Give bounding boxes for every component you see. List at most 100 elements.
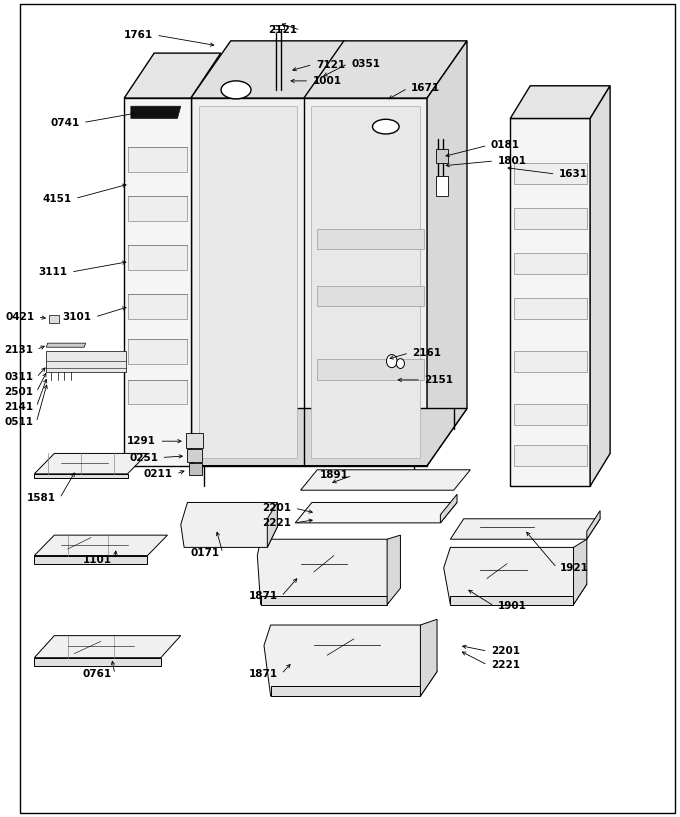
Polygon shape	[191, 408, 467, 466]
Bar	[513, 404, 587, 425]
Bar	[437, 176, 448, 196]
Text: 1001: 1001	[313, 76, 341, 86]
Bar	[513, 445, 587, 466]
Circle shape	[386, 355, 397, 368]
Polygon shape	[387, 535, 401, 605]
Polygon shape	[124, 53, 221, 98]
Polygon shape	[587, 511, 600, 539]
Text: 3101: 3101	[63, 312, 92, 322]
Polygon shape	[427, 41, 467, 466]
Polygon shape	[510, 118, 590, 486]
Ellipse shape	[221, 81, 251, 99]
Text: 2201: 2201	[491, 646, 520, 656]
Polygon shape	[590, 86, 610, 486]
Bar	[49, 315, 59, 323]
Polygon shape	[420, 619, 437, 696]
Text: 0741: 0741	[50, 118, 80, 127]
Bar	[186, 433, 203, 448]
Polygon shape	[295, 502, 457, 523]
Text: 1801: 1801	[498, 156, 526, 166]
Polygon shape	[271, 686, 420, 696]
Bar	[513, 253, 587, 274]
Text: 1671: 1671	[411, 83, 440, 93]
Bar	[513, 208, 587, 229]
Text: 0181: 0181	[491, 141, 520, 150]
Polygon shape	[573, 539, 587, 605]
Bar	[128, 294, 188, 319]
Polygon shape	[34, 658, 160, 666]
Text: 2121: 2121	[269, 25, 297, 35]
Polygon shape	[260, 596, 387, 605]
Text: 1871: 1871	[249, 592, 278, 601]
Polygon shape	[199, 106, 297, 458]
Text: 2141: 2141	[4, 402, 33, 412]
Text: 1631: 1631	[559, 169, 588, 179]
Polygon shape	[34, 535, 167, 556]
Polygon shape	[301, 470, 471, 490]
Polygon shape	[450, 596, 573, 605]
Polygon shape	[441, 494, 457, 523]
Polygon shape	[191, 41, 467, 98]
Polygon shape	[131, 106, 181, 118]
Text: 2161: 2161	[412, 348, 441, 358]
Polygon shape	[34, 453, 148, 474]
Bar	[513, 163, 587, 184]
Bar	[318, 229, 424, 249]
Text: 1921: 1921	[560, 563, 589, 573]
Text: 1581: 1581	[27, 493, 56, 503]
Text: 1901: 1901	[498, 601, 526, 611]
Bar	[128, 147, 188, 172]
Text: 0211: 0211	[143, 469, 173, 479]
Bar	[318, 286, 424, 306]
Polygon shape	[311, 106, 420, 458]
Bar	[513, 351, 587, 372]
Polygon shape	[46, 343, 86, 347]
Text: 2131: 2131	[4, 345, 33, 355]
Polygon shape	[267, 502, 277, 547]
Polygon shape	[264, 625, 437, 696]
Ellipse shape	[373, 119, 399, 134]
Bar	[128, 339, 188, 364]
Text: 2151: 2151	[424, 375, 454, 385]
Polygon shape	[444, 547, 587, 605]
Polygon shape	[257, 539, 401, 605]
Polygon shape	[34, 556, 148, 564]
Bar	[189, 463, 202, 475]
Text: 0511: 0511	[4, 417, 33, 427]
Bar	[128, 380, 188, 404]
Circle shape	[396, 359, 405, 368]
Text: 1291: 1291	[127, 436, 156, 446]
Bar	[318, 359, 424, 380]
Polygon shape	[124, 98, 191, 466]
Text: 0351: 0351	[351, 59, 380, 69]
Polygon shape	[34, 636, 181, 658]
Text: 1871: 1871	[249, 669, 278, 679]
Bar	[128, 196, 188, 221]
Polygon shape	[274, 25, 284, 29]
Polygon shape	[510, 86, 610, 118]
Polygon shape	[181, 502, 277, 547]
Bar	[437, 149, 448, 163]
Text: 3111: 3111	[39, 267, 67, 277]
Text: 2221: 2221	[491, 660, 520, 670]
Text: 0251: 0251	[129, 453, 158, 462]
Text: 0761: 0761	[82, 669, 112, 679]
Polygon shape	[34, 474, 128, 478]
Text: 0311: 0311	[4, 373, 33, 382]
Text: 4151: 4151	[42, 194, 71, 203]
Text: 0421: 0421	[5, 312, 34, 322]
Text: 1761: 1761	[124, 30, 153, 40]
Text: 1101: 1101	[82, 555, 112, 565]
Text: 2501: 2501	[4, 387, 33, 397]
Bar	[513, 298, 587, 319]
Text: 2201: 2201	[262, 503, 291, 513]
Polygon shape	[191, 98, 427, 466]
Polygon shape	[450, 519, 600, 539]
Bar	[188, 449, 202, 462]
Text: 7121: 7121	[316, 60, 345, 69]
Text: 2221: 2221	[262, 518, 291, 528]
Text: 1891: 1891	[320, 471, 350, 480]
Text: 0171: 0171	[190, 548, 220, 558]
Bar	[128, 245, 188, 270]
Bar	[46, 351, 126, 372]
